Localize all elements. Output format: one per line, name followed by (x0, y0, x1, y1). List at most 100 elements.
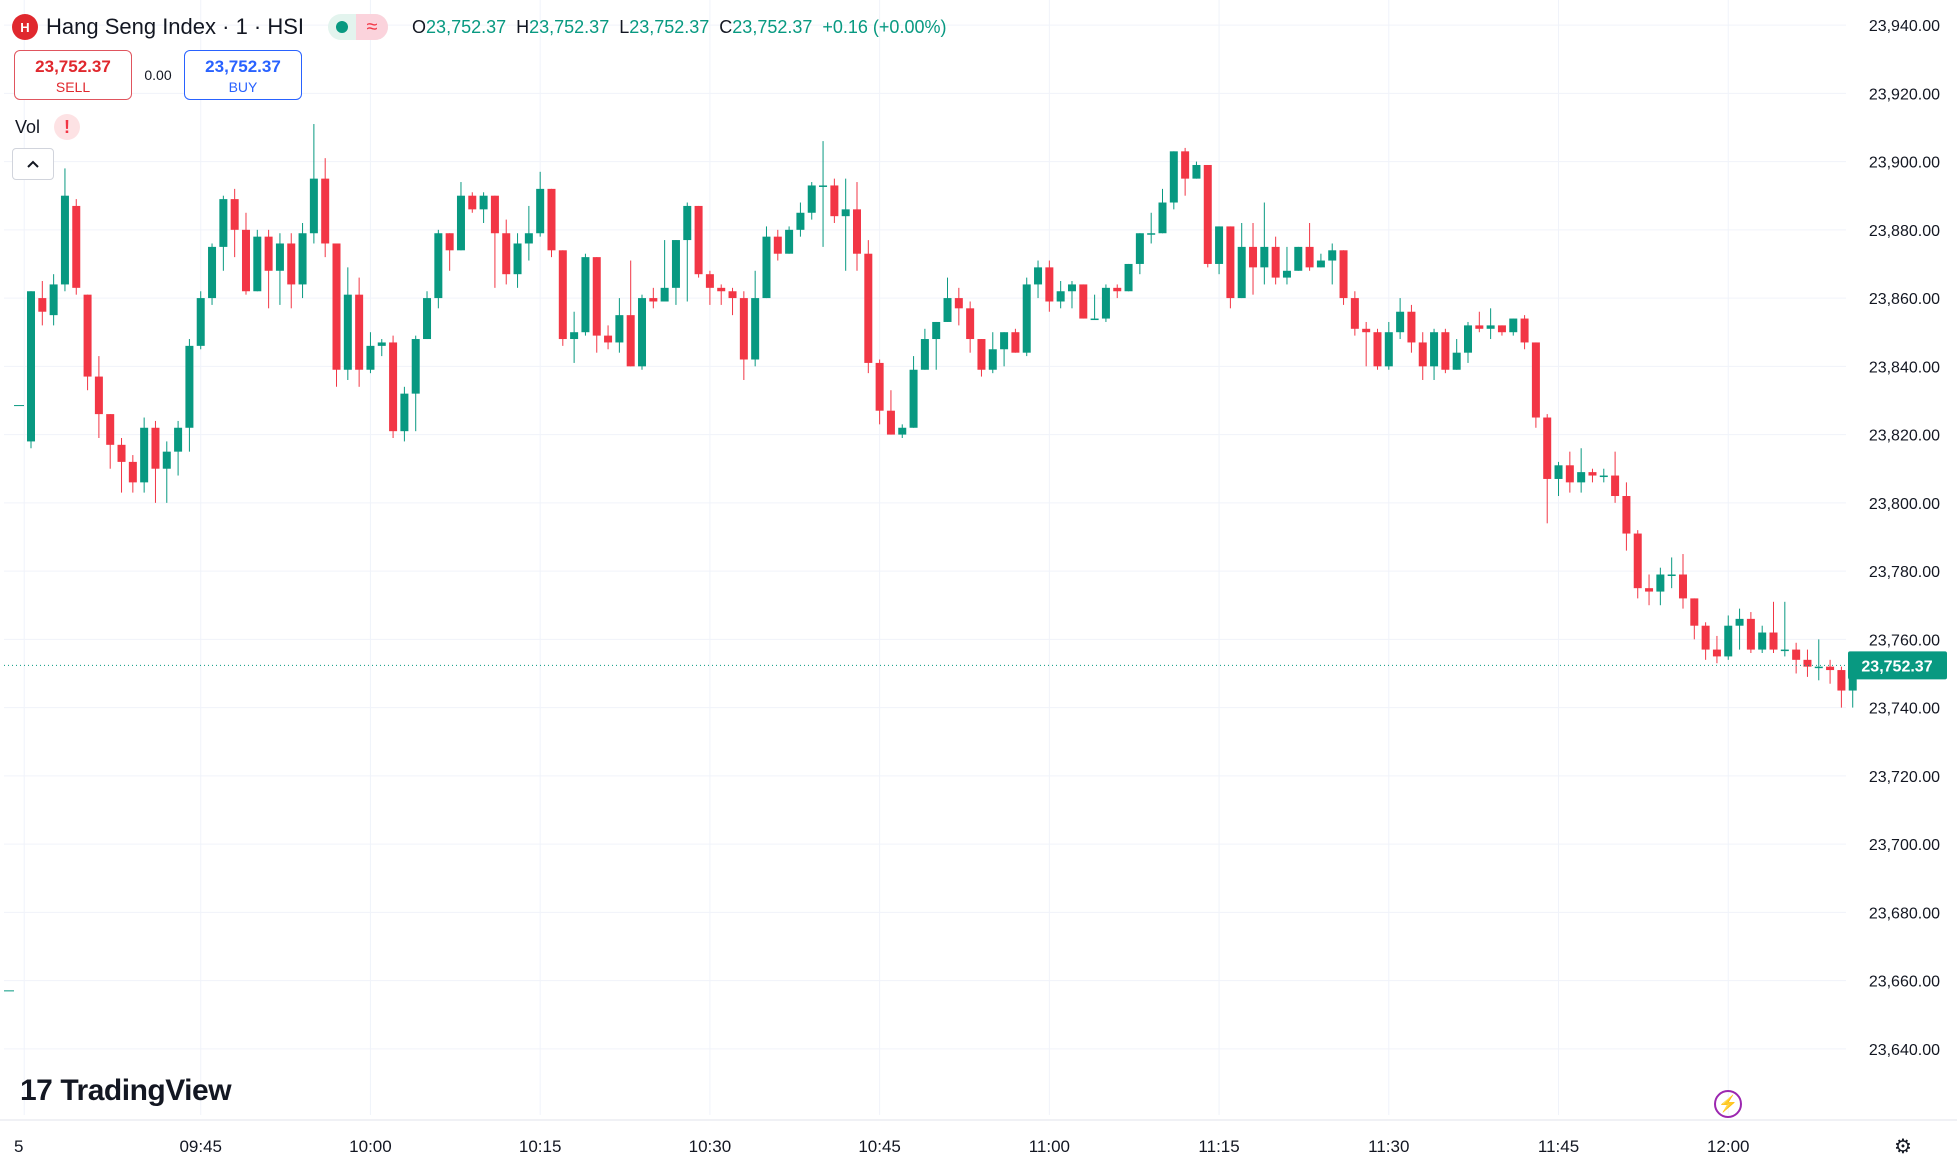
candle-body (1701, 625, 1710, 650)
candle-body (411, 339, 420, 394)
price-tick-label: 23,640.00 (1869, 1042, 1940, 1059)
brand-name: TradingView (60, 1074, 232, 1107)
candle-body (1577, 472, 1586, 483)
candle-body (162, 451, 171, 469)
price-axis[interactable]: 23,640.00 23,660.00 23,680.00 23,700.00 23,7… (1869, 18, 1940, 1059)
candle-body (1543, 417, 1552, 479)
sell-button[interactable]: 23,752.37 SELL (14, 50, 132, 100)
price-tick-label: 23,920.00 (1869, 86, 1940, 103)
candle-body (547, 188, 556, 251)
candle-body (1226, 226, 1235, 299)
candle-body (581, 257, 590, 333)
warning-icon[interactable]: ! (54, 114, 81, 140)
symbol-title[interactable]: Hang Seng Index · 1 · HSI (46, 14, 305, 39)
candle-body (1497, 325, 1506, 333)
last-price-line: 23,752.37 (4, 651, 1947, 680)
candle-body (241, 229, 250, 292)
spread-value: 0.00 (144, 67, 172, 83)
candle-body (332, 243, 341, 370)
candle-body (1373, 332, 1382, 367)
candle-body (1758, 632, 1767, 650)
candle-body (705, 274, 714, 288)
candle-body (1067, 284, 1076, 292)
price-tick-label: 23,700.00 (1869, 837, 1940, 854)
price-tick-label: 23,940.00 (1869, 18, 1940, 35)
candle-body (570, 332, 579, 340)
candle-body (423, 298, 432, 340)
candle-body (83, 294, 92, 377)
candle-body (140, 427, 149, 483)
market-status[interactable]: ≈ (328, 14, 389, 40)
price-tick-label: 23,660.00 (1869, 974, 1940, 991)
candle-body (1803, 659, 1812, 667)
candle-body (898, 427, 907, 435)
candle-series (4, 124, 1857, 992)
candle-body (1554, 465, 1563, 479)
candle-body (72, 205, 81, 288)
candle-body (1350, 298, 1359, 329)
candle-body (1712, 649, 1721, 657)
candle-body (1746, 618, 1755, 650)
candle-body (1045, 267, 1054, 302)
tradingview-logo[interactable]: 17 TradingView (20, 1074, 232, 1108)
settings-gear-icon[interactable]: ⚙ (1894, 1135, 1912, 1158)
time-tick-label: 5 (14, 1137, 23, 1156)
vol-label: Vol (15, 116, 41, 137)
candle-body (932, 321, 941, 340)
candle-body (830, 185, 839, 217)
candle-body (253, 236, 262, 292)
candle-body (185, 345, 194, 428)
candle-body (773, 236, 782, 254)
price-tick-label: 23,800.00 (1869, 496, 1940, 513)
candle-body (864, 253, 873, 363)
candle-body (649, 298, 658, 302)
time-tick-label: 11:15 (1198, 1137, 1239, 1156)
candle-body (1792, 649, 1801, 660)
candle-body (366, 345, 375, 370)
candle-body (264, 236, 273, 271)
lightning-icon[interactable]: ⚡ (1714, 1090, 1742, 1118)
candle-body (94, 376, 103, 415)
candle-body (1667, 574, 1676, 577)
price-tick-label: 23,740.00 (1869, 701, 1940, 718)
candle-body (389, 342, 398, 432)
candle-body (1113, 287, 1122, 292)
candle-body (1158, 202, 1167, 234)
candle-body (1611, 475, 1620, 497)
candle-body (683, 205, 692, 241)
candle-body (1147, 233, 1156, 235)
candle-body (1633, 533, 1642, 589)
candle-body (638, 298, 647, 367)
candle-body (1362, 328, 1371, 333)
candle-body (490, 195, 499, 234)
candle-body (298, 233, 307, 285)
candle-body (196, 298, 205, 346)
candle-body (1000, 332, 1009, 350)
candle-body (717, 287, 726, 292)
candle-body (660, 287, 669, 302)
candle-body (1294, 246, 1303, 271)
candle-body (1396, 311, 1405, 333)
price-tick-label: 23,780.00 (1869, 564, 1940, 581)
candle-body (739, 298, 748, 360)
candle-body (1678, 574, 1687, 599)
market-open-icon (336, 21, 349, 33)
candle-body (1780, 649, 1789, 652)
candle-body (1203, 164, 1212, 264)
candle-body (1407, 311, 1416, 343)
time-axis[interactable]: 5 09:45 10:00 10:15 10:30 10:45 11:00 11:15 11:3… (14, 1137, 1750, 1156)
candle-body (230, 199, 239, 230)
candle-body (49, 284, 58, 316)
collapse-button[interactable] (12, 148, 54, 180)
wave-icon: ≈ (356, 14, 389, 40)
buy-button[interactable]: 23,752.37 BUY (184, 50, 302, 100)
price-tick-label: 23,900.00 (1869, 155, 1940, 172)
volume-indicator[interactable]: Vol ! (15, 114, 81, 140)
candle-body (275, 243, 284, 271)
ohlc-open: O23,752.37 (412, 16, 507, 37)
candle-body (807, 185, 816, 213)
candle-body (920, 339, 929, 370)
candle-body (524, 233, 533, 244)
chart-header: H Hang Seng Index · 1 · HSI ≈ O23,752.37… (12, 12, 946, 42)
